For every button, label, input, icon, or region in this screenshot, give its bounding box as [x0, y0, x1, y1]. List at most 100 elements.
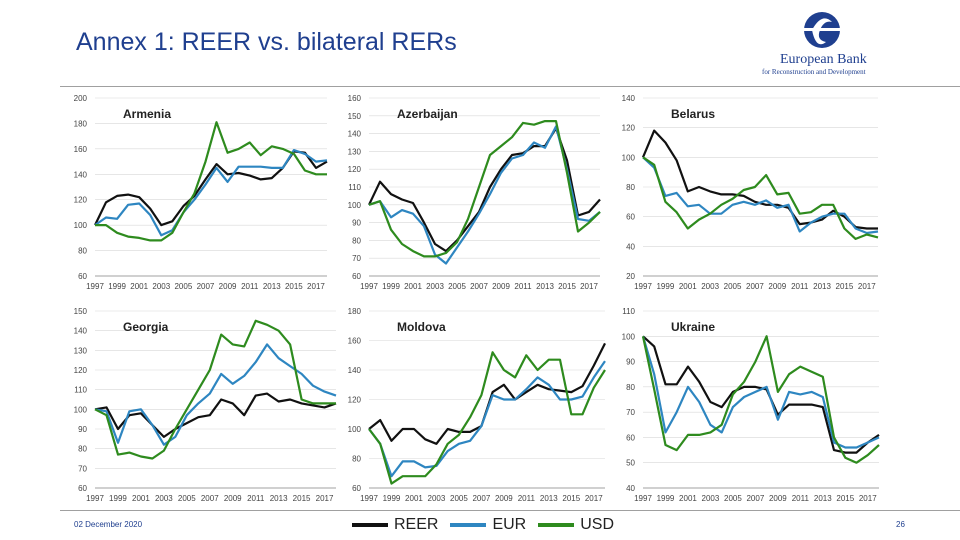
y-tick-label: 140 — [74, 327, 88, 336]
x-tick-label: 2013 — [814, 494, 832, 503]
x-tick-label: 1997 — [634, 494, 652, 503]
y-tick-label: 80 — [626, 383, 635, 392]
footer-divider — [60, 510, 960, 511]
x-tick-label: 2013 — [813, 282, 831, 291]
x-tick-label: 2011 — [792, 494, 810, 503]
legend-item-eur: EUR — [450, 516, 526, 534]
y-tick-label: 140 — [622, 94, 636, 103]
x-tick-label: 2015 — [293, 494, 311, 503]
y-tick-label: 80 — [352, 455, 361, 464]
logo: European Bank for Reconstruction and Dev… — [760, 10, 890, 76]
x-tick-label: 2017 — [316, 494, 334, 503]
legend-label-usd: USD — [580, 516, 615, 533]
series-line-usd — [642, 156, 879, 240]
x-tick-label: 2013 — [536, 282, 554, 291]
x-tick-label: 2017 — [585, 494, 603, 503]
chart-title: Belarus — [671, 107, 715, 121]
x-tick-label: 2003 — [155, 494, 173, 503]
x-tick-label: 1999 — [382, 282, 400, 291]
y-tick-label: 100 — [74, 221, 88, 230]
y-tick-label: 60 — [626, 213, 635, 222]
x-tick-label: 2015 — [285, 282, 303, 291]
y-tick-label: 90 — [78, 425, 87, 434]
y-tick-label: 100 — [348, 201, 362, 210]
y-tick-label: 110 — [348, 183, 361, 192]
x-tick-label: 2011 — [514, 282, 532, 291]
y-tick-label: 130 — [74, 346, 88, 355]
y-tick-label: 140 — [348, 366, 362, 375]
y-tick-label: 90 — [352, 219, 361, 228]
x-tick-label: 2001 — [132, 494, 150, 503]
y-tick-label: 80 — [78, 247, 87, 256]
y-tick-label: 70 — [352, 254, 361, 263]
page-number: 26 — [896, 520, 905, 529]
y-tick-label: 180 — [74, 119, 88, 128]
y-tick-label: 40 — [626, 484, 635, 493]
x-tick-label: 2009 — [492, 282, 510, 291]
chart-title: Azerbaijan — [397, 107, 458, 121]
x-tick-label: 1997 — [360, 282, 378, 291]
x-tick-label: 2005 — [724, 282, 742, 291]
x-tick-label: 2015 — [836, 282, 854, 291]
logo-subtitle: for Reconstruction and Development — [762, 68, 866, 76]
y-tick-label: 50 — [626, 459, 635, 468]
x-tick-label: 2005 — [174, 282, 192, 291]
y-tick-label: 80 — [78, 445, 87, 454]
x-tick-label: 2007 — [197, 282, 215, 291]
y-tick-label: 60 — [352, 484, 361, 493]
y-tick-label: 20 — [626, 272, 635, 281]
legend: REER EUR USD — [352, 514, 626, 536]
y-tick-label: 100 — [348, 425, 362, 434]
x-tick-label: 2013 — [270, 494, 288, 503]
series-line-eur — [642, 156, 879, 235]
x-tick-label: 2017 — [859, 494, 877, 503]
ebrd-emblem-icon — [804, 12, 840, 48]
x-tick-label: 2009 — [219, 282, 237, 291]
x-tick-label: 2009 — [224, 494, 242, 503]
x-tick-label: 2003 — [428, 494, 446, 503]
x-tick-label: 1997 — [86, 494, 104, 503]
legend-item-usd: USD — [538, 516, 614, 534]
chart-ukraine: 40 50 60 70 80 90 100 110 1997 1999 2001 2003 2005 20… — [622, 307, 880, 503]
y-tick-label: 100 — [74, 405, 88, 414]
x-tick-label: 2005 — [448, 282, 466, 291]
x-tick-label: 2015 — [562, 494, 580, 503]
x-tick-label: 2015 — [836, 494, 854, 503]
y-tick-label: 110 — [622, 307, 635, 316]
y-tick-label: 160 — [74, 145, 88, 154]
x-tick-label: 2007 — [201, 494, 219, 503]
chart-title: Georgia — [123, 320, 169, 334]
y-tick-label: 180 — [348, 307, 362, 316]
series-line-eur — [641, 335, 880, 449]
legend-swatch-usd — [538, 523, 575, 527]
x-tick-label: 2001 — [679, 494, 697, 503]
x-tick-label: 2003 — [426, 282, 444, 291]
x-tick-label: 2009 — [495, 494, 513, 503]
header-divider — [60, 86, 960, 87]
x-tick-label: 2001 — [679, 282, 697, 291]
chart-title: Ukraine — [671, 320, 715, 334]
y-tick-label: 110 — [74, 386, 87, 395]
y-tick-label: 200 — [74, 94, 88, 103]
logo-name: European Bank — [780, 52, 867, 67]
y-tick-label: 120 — [348, 165, 362, 174]
x-tick-label: 2015 — [558, 282, 576, 291]
x-tick-label: 2011 — [241, 282, 259, 291]
x-tick-label: 1997 — [86, 282, 104, 291]
x-tick-label: 2005 — [178, 494, 196, 503]
slide-title: Annex 1: REER vs. bilateral RERs — [76, 28, 457, 56]
series-line-reer — [94, 150, 328, 227]
y-tick-label: 60 — [352, 272, 361, 281]
x-tick-label: 2007 — [746, 494, 764, 503]
series-line-reer — [94, 392, 337, 438]
y-tick-label: 70 — [626, 408, 635, 417]
chart-title: Armenia — [123, 107, 171, 121]
y-tick-label: 60 — [626, 433, 635, 442]
legend-label-eur: EUR — [492, 516, 527, 533]
y-tick-label: 80 — [626, 183, 635, 192]
y-tick-label: 160 — [348, 337, 362, 346]
x-tick-label: 2017 — [580, 282, 598, 291]
series-line-eur — [368, 360, 606, 478]
x-tick-label: 2017 — [307, 282, 325, 291]
footer-date: 02 December 2020 — [74, 520, 143, 529]
